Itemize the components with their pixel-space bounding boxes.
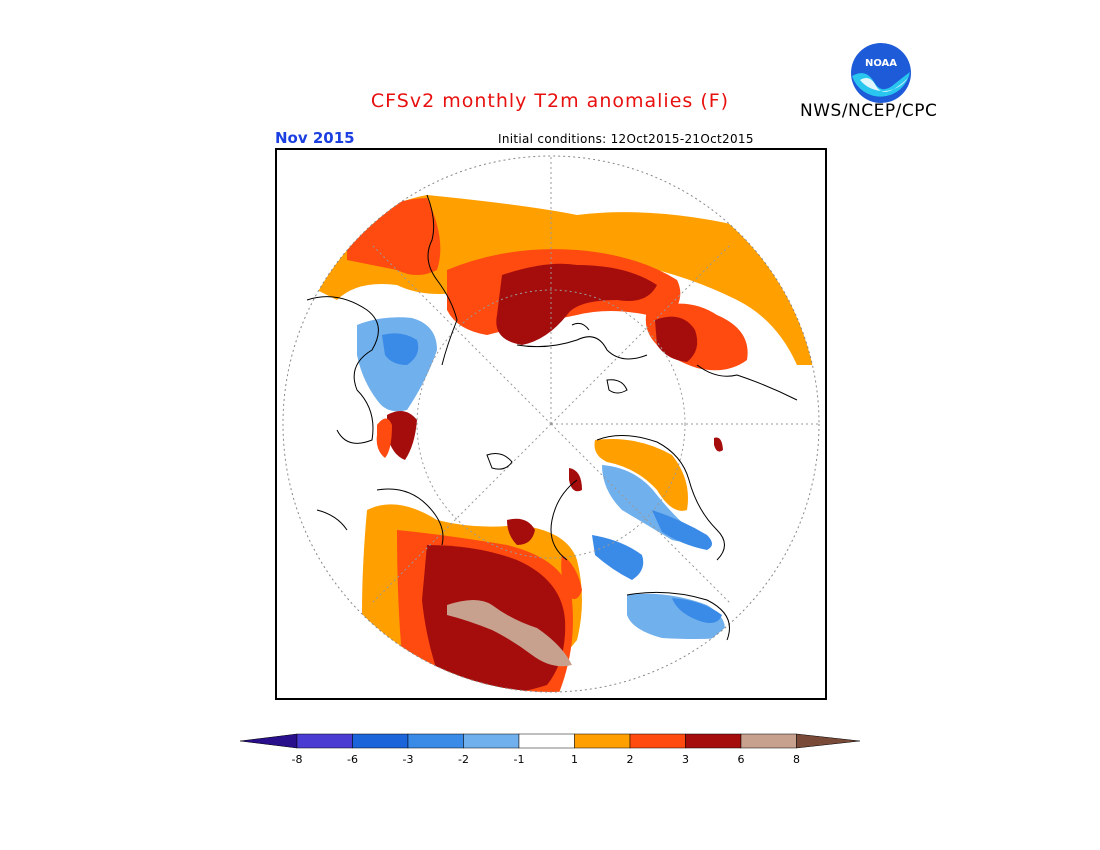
colorbar-bin	[574, 733, 631, 749]
colorbar-tick-label: 8	[793, 753, 800, 766]
forecast-month: Nov 2015	[275, 129, 355, 147]
colorbar: -8 -6 -3 -2 -1 1 2 3 6 8	[240, 733, 860, 766]
colorbar-tick-label: 3	[682, 753, 689, 766]
colorbar-bin	[352, 733, 409, 749]
anomaly-warm2-hudson	[561, 555, 582, 599]
hemisphere-outline	[282, 155, 820, 693]
latitude-circle	[416, 289, 686, 559]
anomaly-warm3-siberia	[655, 316, 698, 362]
colorbar-tick-label: -2	[458, 753, 469, 766]
anomaly-warm3-arctic-island	[569, 468, 582, 492]
colorbar-tick-label: -8	[292, 753, 303, 766]
colorbar-bin	[629, 733, 686, 749]
anomaly-warm3-atlantic	[387, 411, 417, 460]
colorbar-tick-label: -1	[514, 753, 525, 766]
anomaly-warm3-canada-arctic	[507, 518, 535, 545]
title: CFSv2 monthly T2m anomalies (F)	[370, 90, 730, 112]
anomaly-cold2-canada	[592, 535, 644, 580]
colorbar-bin	[463, 733, 520, 749]
anomaly-cold2-pacific	[672, 598, 722, 624]
anomaly-warm2-atlantic	[376, 418, 392, 458]
polar-map	[275, 148, 827, 700]
colorbar-tick-label: -6	[347, 753, 358, 766]
anomaly-warm1-alaska	[594, 439, 688, 511]
anomaly-warm3-east-siberia	[714, 437, 723, 452]
colorbar-tick-label: 2	[627, 753, 634, 766]
colorbar-arrow-low	[240, 733, 298, 749]
anomaly-cold2-europe	[382, 333, 419, 365]
anomaly-warm3-russia	[496, 263, 657, 345]
colorbar-tick-label: 6	[738, 753, 745, 766]
colorbar-tick-label: -3	[403, 753, 414, 766]
colorbar-bin	[685, 733, 742, 749]
noaa-logo: NOAA	[851, 43, 911, 103]
anomaly-cold2-alaska	[652, 510, 712, 550]
coastlines	[306, 194, 798, 641]
colorbar-bin	[518, 733, 575, 749]
agency-label: NWS/NCEP/CPC	[800, 101, 938, 121]
colorbar-bin	[407, 733, 464, 749]
initial-conditions: Initial conditions: 12Oct2015-21Oct2015	[498, 132, 754, 146]
colorbar-arrow-high	[796, 733, 860, 749]
anomaly-warm1-europe	[317, 195, 819, 365]
colorbar-bin	[296, 733, 353, 749]
colorbar-bin	[740, 733, 797, 749]
noaa-logo-text: NOAA	[865, 58, 897, 69]
anomaly-cold1-europe	[357, 317, 437, 412]
colorbar-tick-label: 1	[571, 753, 578, 766]
anomaly-warm4-north-america	[447, 600, 572, 667]
